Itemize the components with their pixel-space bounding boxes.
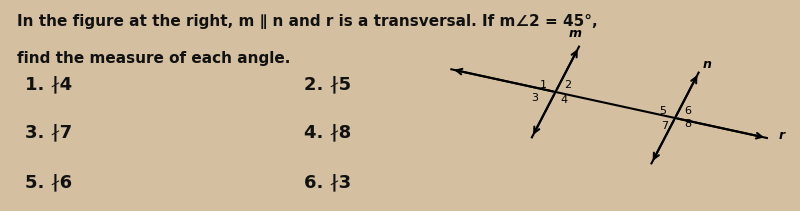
- Text: 7: 7: [661, 121, 668, 131]
- Text: find the measure of each angle.: find the measure of each angle.: [18, 51, 290, 66]
- Text: 5. ∤6: 5. ∤6: [26, 173, 73, 192]
- Text: 2: 2: [564, 80, 571, 90]
- Text: 6. ∤3: 6. ∤3: [304, 173, 351, 192]
- Text: 4. ∤8: 4. ∤8: [304, 124, 351, 142]
- Text: n: n: [702, 58, 711, 70]
- Text: In the figure at the right, m ∥ n and r is a transversal. If m∠2 = 45°,: In the figure at the right, m ∥ n and r …: [18, 14, 598, 29]
- Text: 3. ∤7: 3. ∤7: [26, 124, 73, 142]
- Text: 5: 5: [659, 106, 666, 116]
- Text: 6: 6: [684, 106, 691, 116]
- Text: 3: 3: [531, 93, 538, 103]
- Text: m: m: [569, 27, 582, 40]
- Text: r: r: [779, 129, 785, 142]
- Text: 8: 8: [684, 119, 691, 129]
- Text: 2. ∤5: 2. ∤5: [304, 76, 351, 94]
- Text: 1: 1: [540, 80, 546, 90]
- Text: 4: 4: [561, 95, 568, 105]
- Text: 1. ∤4: 1. ∤4: [26, 76, 73, 94]
